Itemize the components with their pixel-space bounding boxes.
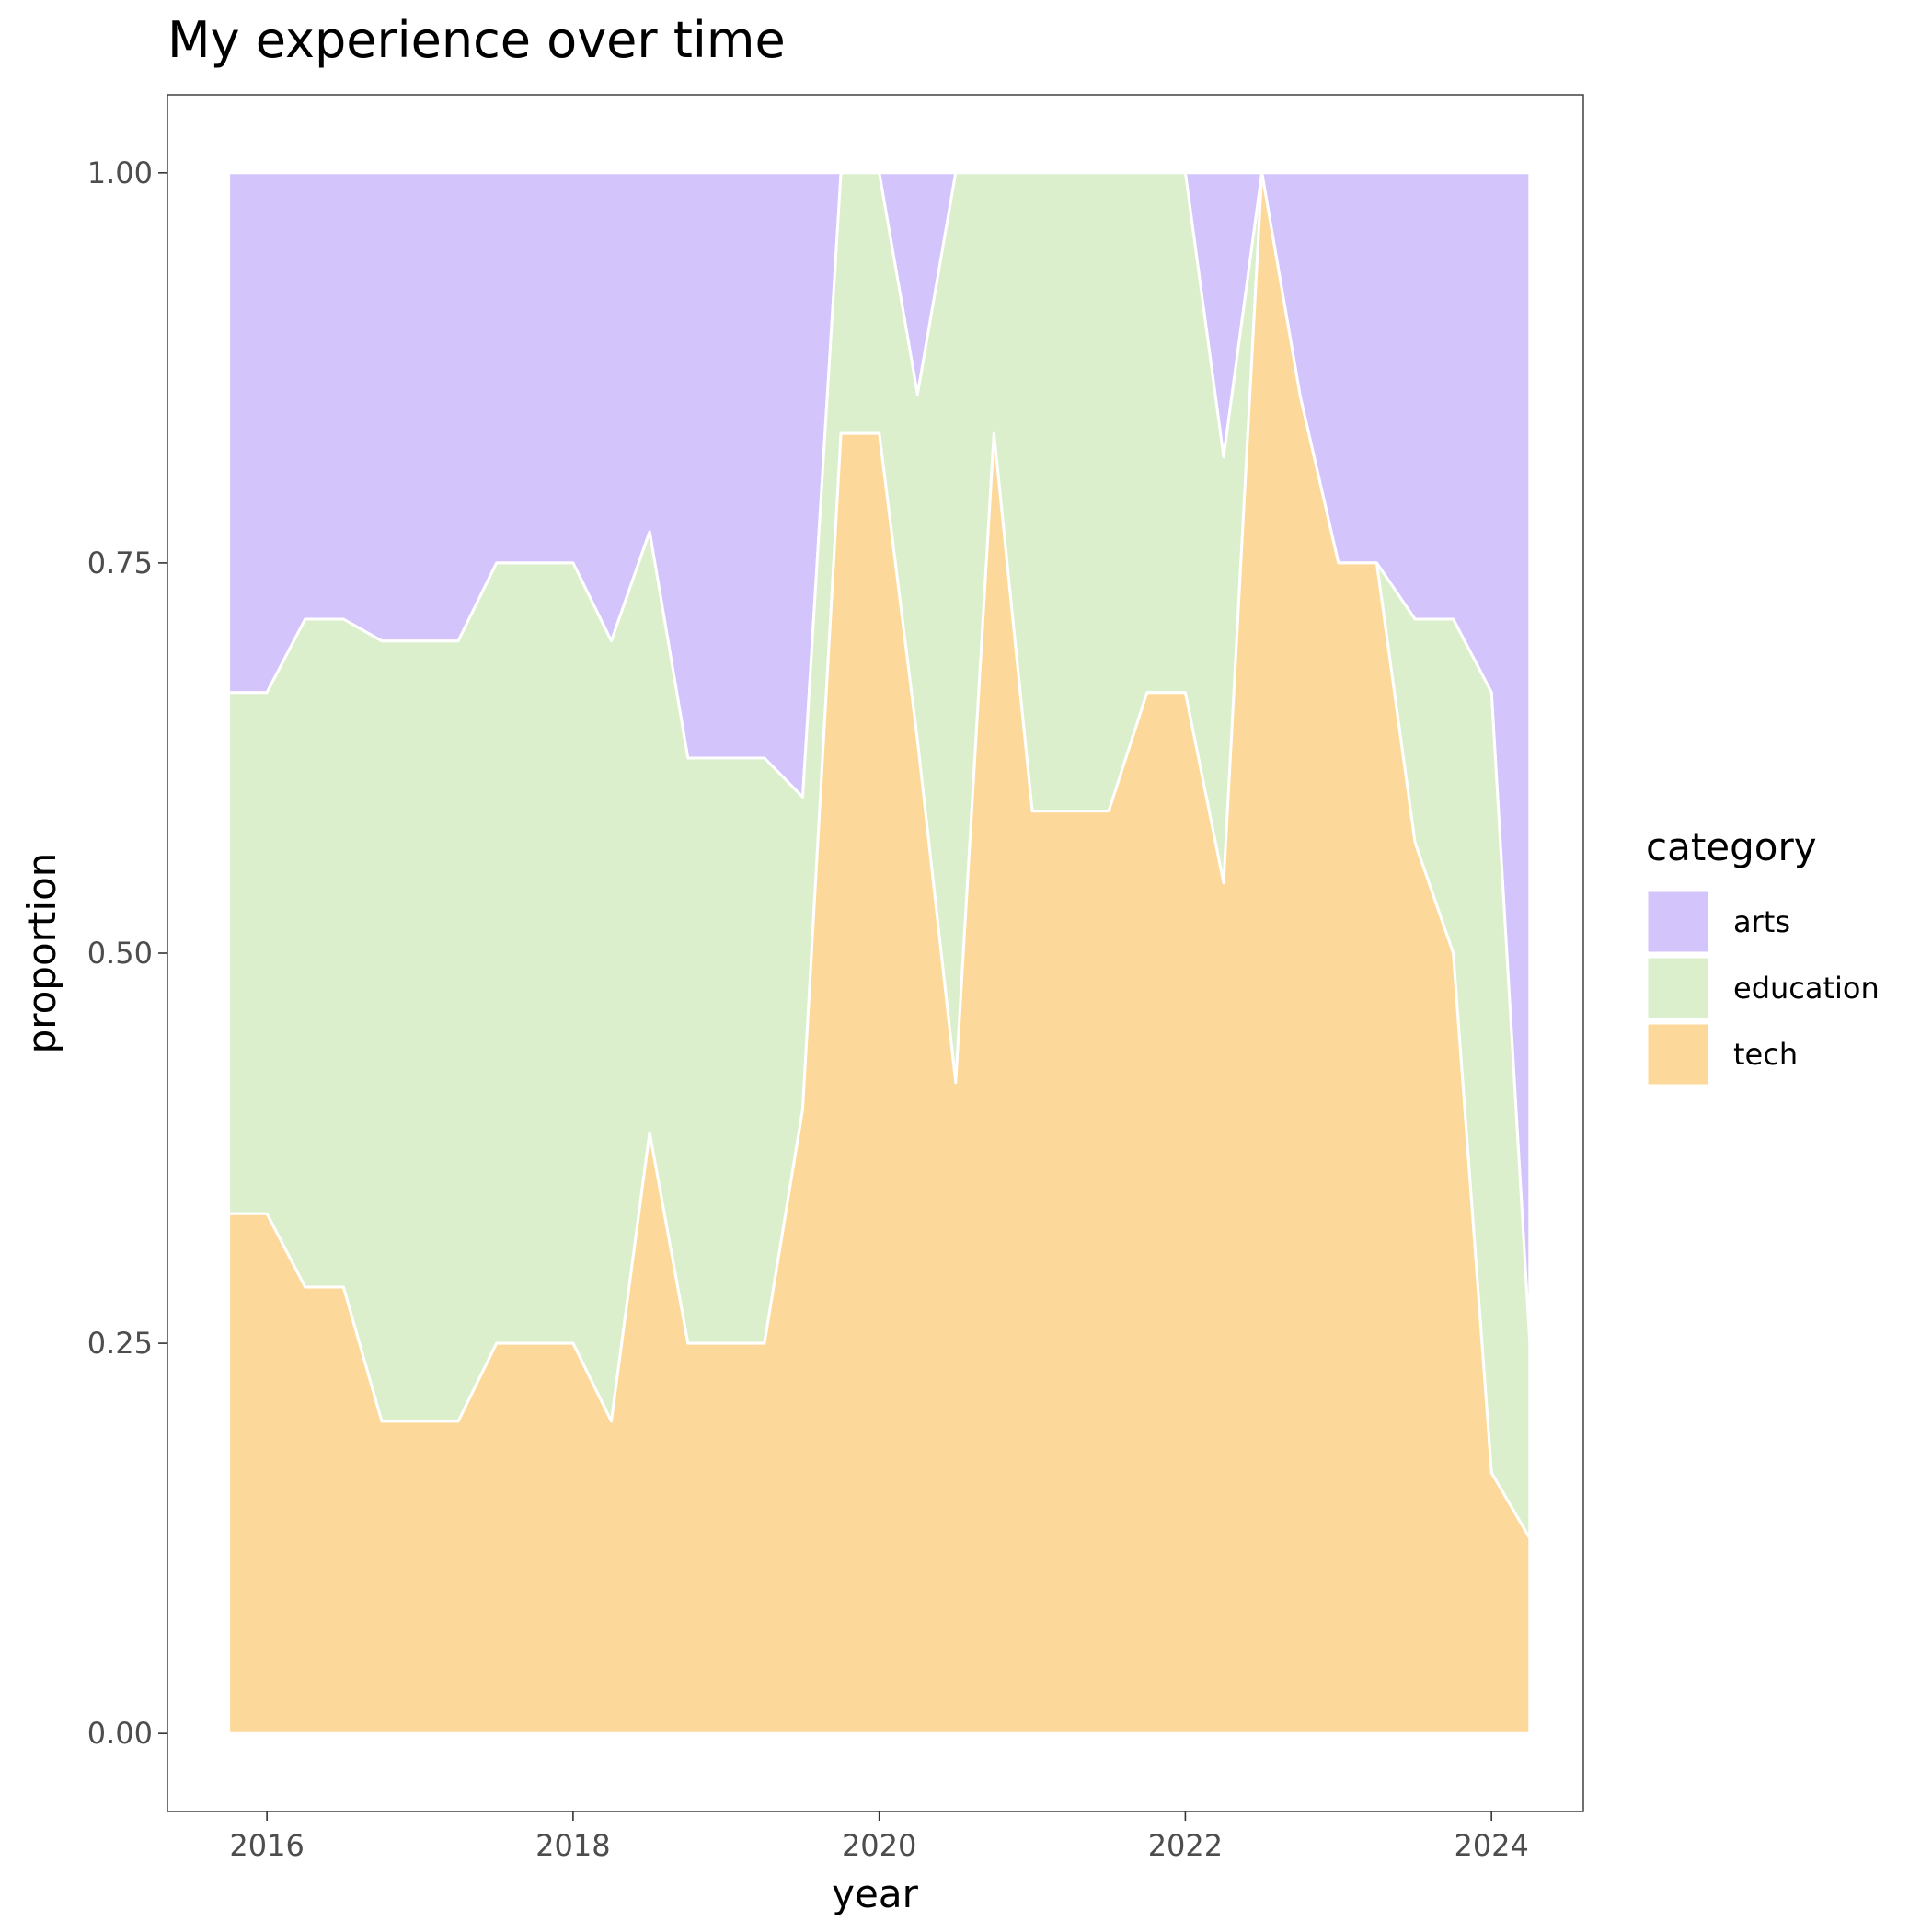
- y-tick-label: 0.75: [87, 546, 153, 581]
- chart-title: My experience over time: [167, 11, 786, 69]
- x-axis-title: year: [832, 1871, 918, 1916]
- x-tick-label: 2018: [535, 1828, 610, 1863]
- y-tick-label: 0.50: [87, 936, 153, 971]
- legend-key-arts: [1645, 889, 1711, 955]
- area-tech: [227, 171, 1532, 1735]
- x-axis: 2016 2018 2020 2022 2024: [229, 1811, 1529, 1863]
- y-axis-title: proportion: [19, 853, 64, 1054]
- x-tick-label: 2016: [229, 1828, 304, 1863]
- legend-label-tech: tech: [1733, 1037, 1798, 1072]
- y-tick-label: 1.00: [87, 155, 153, 190]
- area-layer: [227, 171, 1532, 1735]
- y-tick-label: 0.25: [87, 1326, 153, 1361]
- legend-key-tech: [1645, 1021, 1711, 1087]
- legend-key-education: [1645, 955, 1711, 1021]
- y-tick-label: 0.00: [87, 1716, 153, 1751]
- legend-label-arts: arts: [1733, 904, 1790, 939]
- x-tick-label: 2024: [1454, 1828, 1528, 1863]
- y-axis: 0.00 0.25 0.50 0.75 1.00: [87, 155, 167, 1751]
- x-tick-label: 2022: [1148, 1828, 1223, 1863]
- x-tick-label: 2020: [842, 1828, 916, 1863]
- legend-title: category: [1646, 824, 1817, 869]
- legend: category arts education tech: [1645, 824, 1880, 1087]
- legend-label-education: education: [1733, 971, 1880, 1006]
